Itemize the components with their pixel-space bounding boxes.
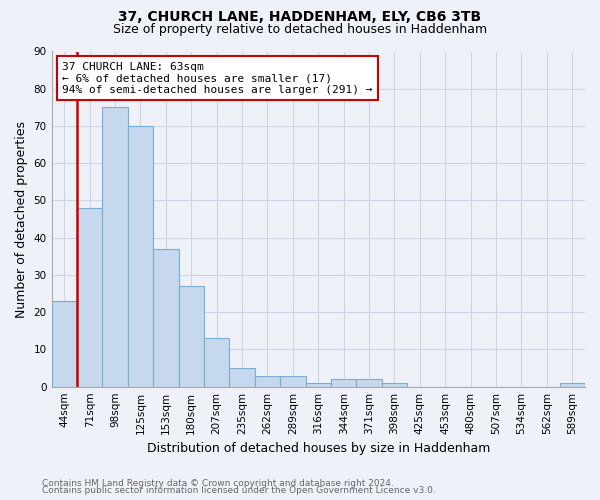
Bar bbox=[382, 383, 407, 386]
Bar bbox=[255, 376, 280, 386]
Bar bbox=[128, 126, 153, 386]
Bar bbox=[52, 301, 77, 386]
Text: 37 CHURCH LANE: 63sqm
← 6% of detached houses are smaller (17)
94% of semi-detac: 37 CHURCH LANE: 63sqm ← 6% of detached h… bbox=[62, 62, 373, 95]
Bar bbox=[229, 368, 255, 386]
Bar bbox=[560, 383, 585, 386]
Bar bbox=[179, 286, 204, 386]
Bar bbox=[280, 376, 305, 386]
Text: Size of property relative to detached houses in Haddenham: Size of property relative to detached ho… bbox=[113, 22, 487, 36]
Bar bbox=[356, 379, 382, 386]
Text: Contains public sector information licensed under the Open Government Licence v3: Contains public sector information licen… bbox=[42, 486, 436, 495]
X-axis label: Distribution of detached houses by size in Haddenham: Distribution of detached houses by size … bbox=[146, 442, 490, 455]
Bar bbox=[204, 338, 229, 386]
Text: Contains HM Land Registry data © Crown copyright and database right 2024.: Contains HM Land Registry data © Crown c… bbox=[42, 478, 394, 488]
Bar bbox=[77, 208, 103, 386]
Bar bbox=[331, 379, 356, 386]
Bar bbox=[305, 383, 331, 386]
Bar bbox=[153, 249, 179, 386]
Y-axis label: Number of detached properties: Number of detached properties bbox=[15, 120, 28, 318]
Text: 37, CHURCH LANE, HADDENHAM, ELY, CB6 3TB: 37, CHURCH LANE, HADDENHAM, ELY, CB6 3TB bbox=[118, 10, 482, 24]
Bar bbox=[103, 108, 128, 386]
